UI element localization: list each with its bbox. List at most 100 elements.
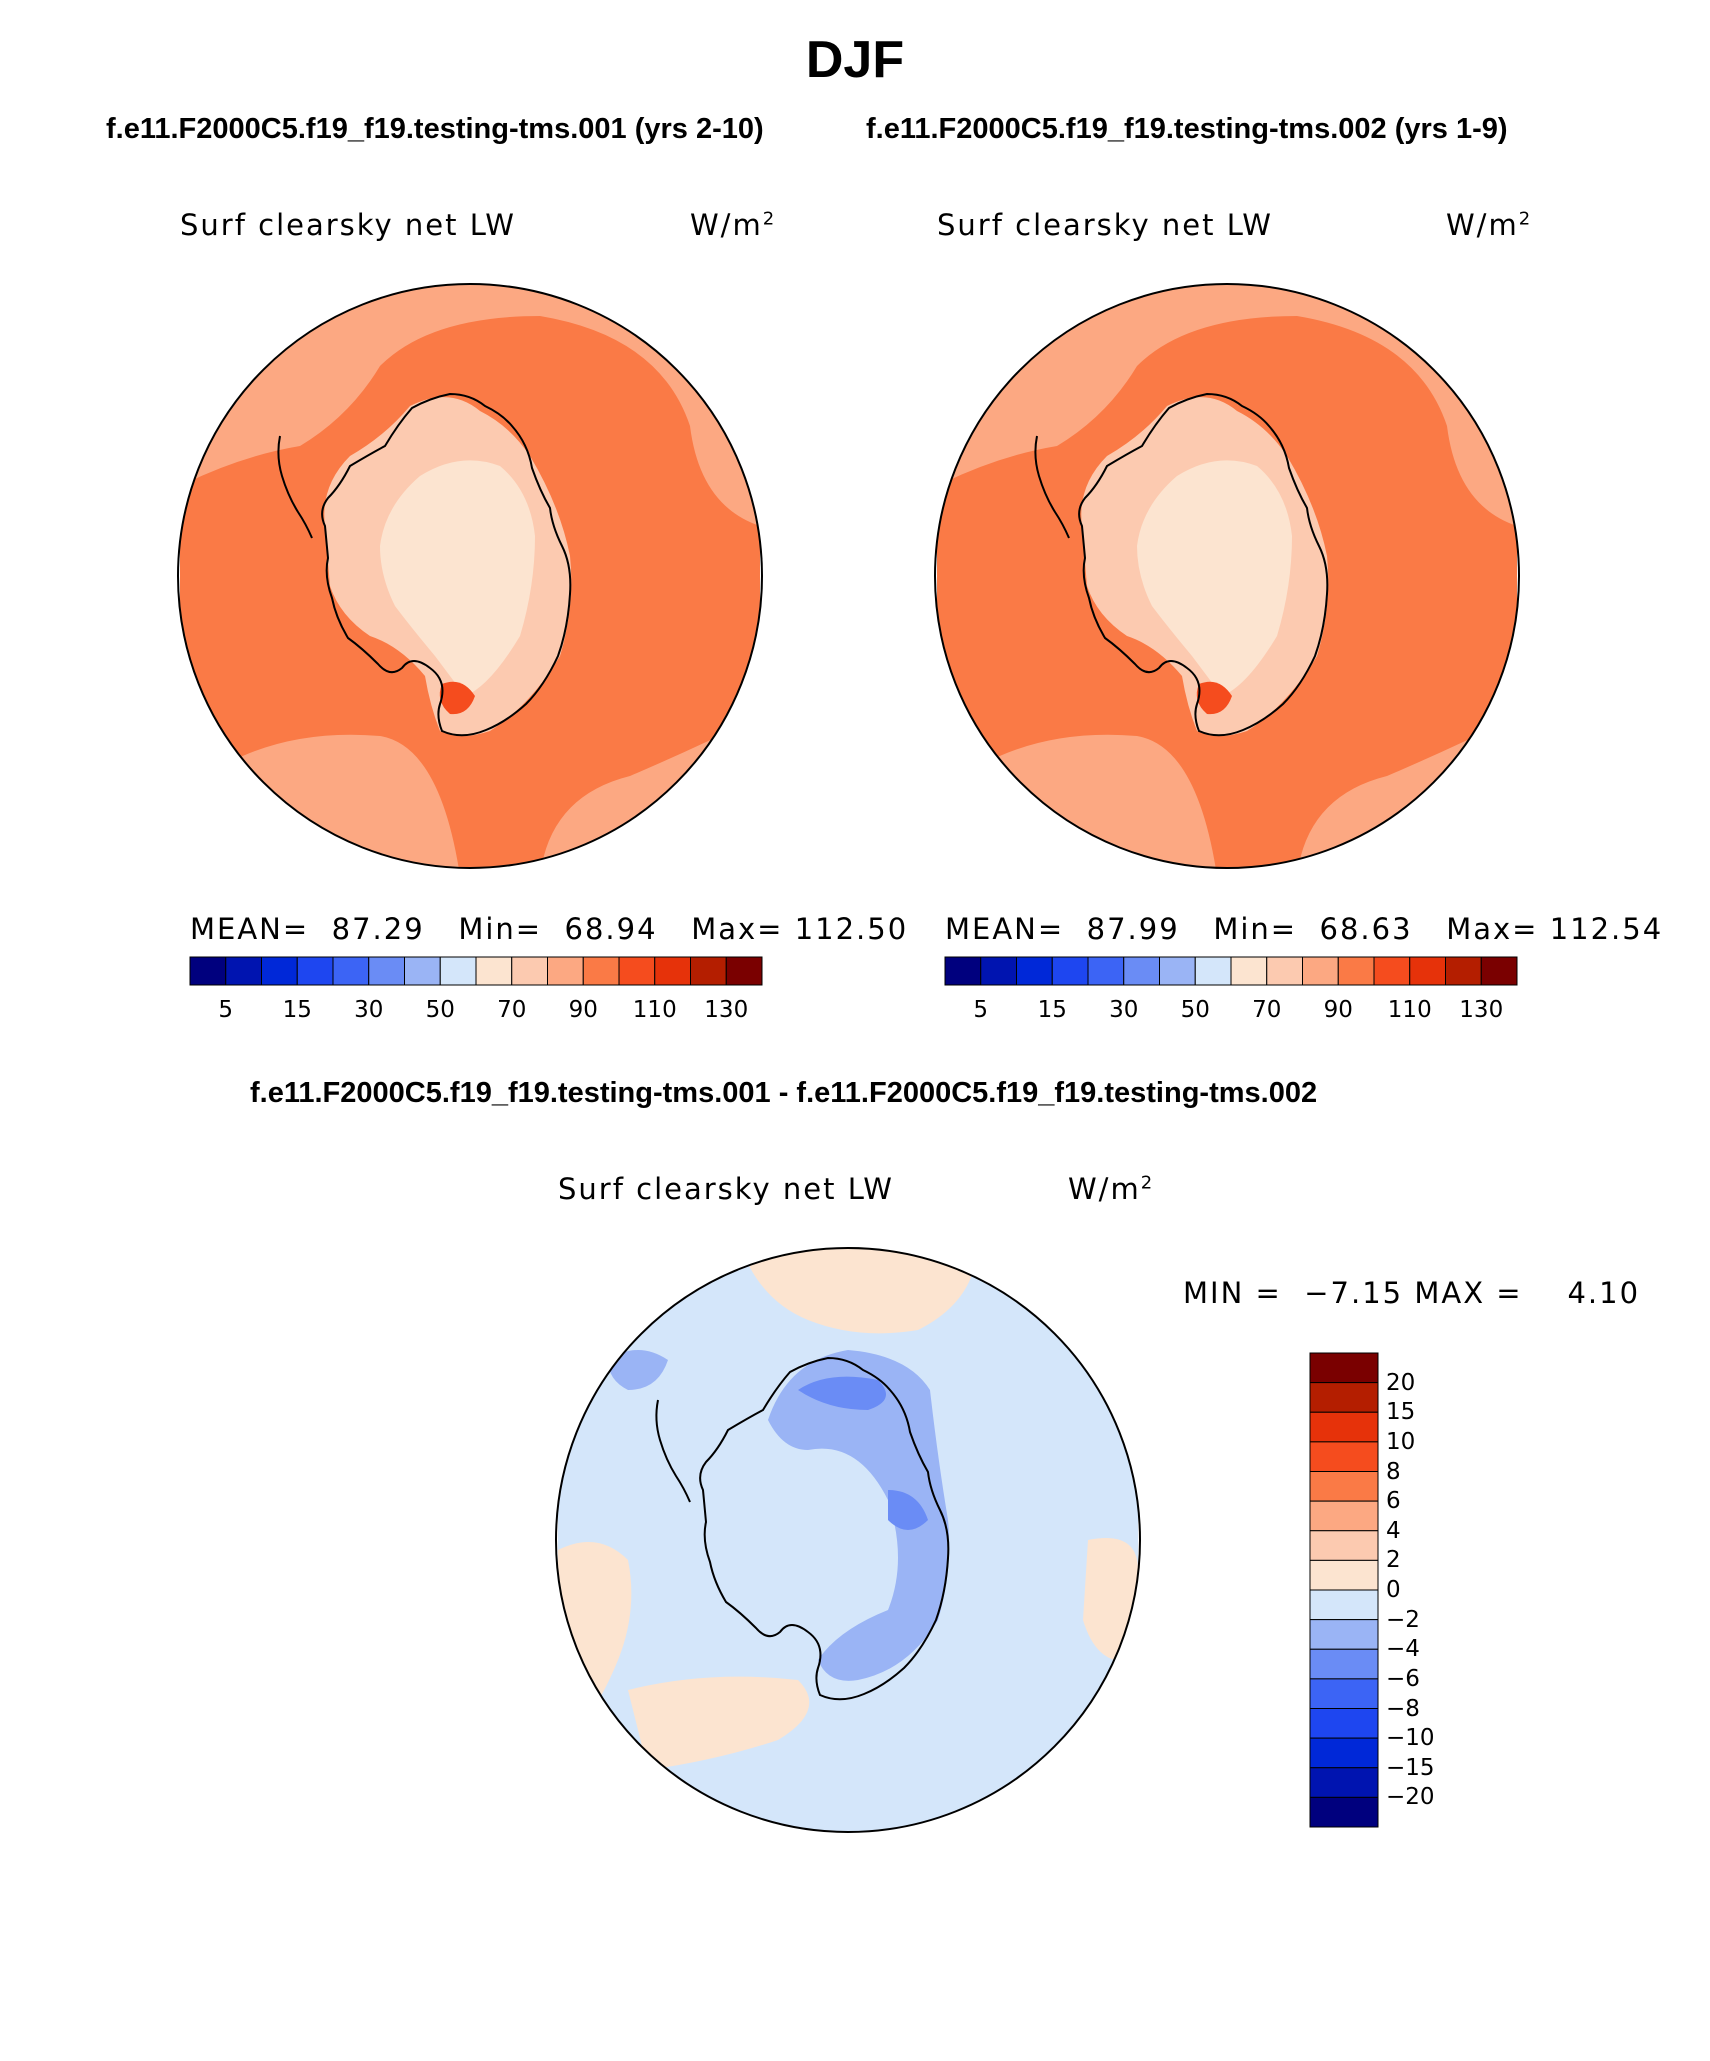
panel1-colorbar-box [582, 956, 620, 986]
panel2-colorbar-tick-label: 50 [1180, 997, 1210, 1023]
panel3-colorbar-ticks: 20 15 10 8 6 4 2 0 −2 −4 −6 −8 −10 −15 −20 [1386, 1353, 1486, 1827]
panel3-stats: MIN = −7.15 MAX = 4.10 [1183, 1276, 1641, 1310]
panel3-colorbar-tick-label: 4 [1386, 1517, 1401, 1544]
panel1-colorbar-box [261, 956, 298, 986]
panel2-colorbar [944, 956, 1518, 986]
panel1-colorbar-box [332, 956, 370, 986]
panel1-colorbar-box [439, 956, 477, 986]
figure-title: DJF [805, 31, 905, 89]
panel2-colorbar-ticks: 5 15 30 50 70 90 110 130 [945, 997, 1517, 1027]
panel3-colorbar-tick-label: −8 [1386, 1695, 1420, 1722]
panel2-colorbar-box [1016, 956, 1053, 986]
panel1-colorbar-tick-label: 110 [632, 997, 677, 1023]
panel3-colorbar-tick-label: 15 [1386, 1399, 1416, 1426]
panel2-colorbar-tick-label: 90 [1323, 997, 1353, 1023]
panel1-unit: W/m2 [690, 208, 777, 242]
panel1-colorbar-box [725, 956, 763, 986]
panel3-colorbar-box [1309, 1530, 1379, 1561]
panel2-colorbar-box [1230, 956, 1268, 986]
panel1-colorbar-tick-label: 30 [354, 997, 384, 1023]
panel1-ocean-region [180, 284, 760, 526]
panel1-coastline [277, 435, 313, 539]
panel2-polar-map [934, 283, 1520, 869]
panel2-stats: MEAN= 87.99 Min= 68.63 Max= 112.54 [945, 912, 1664, 946]
panel3-colorbar-tick-label: −6 [1386, 1665, 1420, 1692]
panel3-map-border [555, 1247, 1141, 1833]
panel3-colorbar-box [1309, 1767, 1379, 1798]
panel3-polar-map [555, 1247, 1141, 1833]
panel3-colorbar-tick-label: −2 [1386, 1606, 1420, 1633]
panel2-coastline [1078, 392, 1329, 737]
panel2-colorbar-box [1302, 956, 1339, 986]
panel2-map-border [934, 283, 1520, 869]
panel3-colorbar-tick-label: −4 [1386, 1636, 1420, 1663]
panel3-colorbar-box [1309, 1737, 1379, 1769]
panel1-colorbar-tick-label: 70 [497, 997, 527, 1023]
panel1-map-border [177, 283, 763, 869]
panel3-positive-region [558, 1542, 632, 1760]
panel2-colorbar-box [1051, 956, 1089, 986]
panel1-colorbar-tick-label: 130 [704, 997, 749, 1023]
panel3-colorbar-box [1309, 1382, 1379, 1413]
panel3-coastline [699, 1356, 950, 1701]
panel1-colorbar-ticks: 5 15 30 50 70 90 110 130 [190, 997, 762, 1027]
panel3-coastline [655, 1399, 691, 1503]
panel1-colorbar-tick-label: 90 [568, 997, 598, 1023]
panel3-negative-region [768, 1350, 950, 1681]
panel1-antarctica-land [380, 460, 535, 696]
panel2-colorbar-box [980, 956, 1017, 986]
panel3-positive-region [628, 1676, 810, 1770]
panel1-colorbar-box [404, 956, 441, 986]
difference-title: f.e11.F2000C5.f19_f19.testing-tms.001 - … [250, 1077, 1318, 1109]
panel2-unit: W/m2 [1446, 208, 1533, 242]
panel2-colorbar-box [1337, 956, 1375, 986]
panel2-variable-title: Surf clearsky net LW [937, 208, 1273, 242]
panel3-unit: W/m2 [1068, 1172, 1155, 1206]
panel3-colorbar-tick-label: 8 [1386, 1458, 1401, 1485]
panel2-colorbar-box [1409, 956, 1446, 986]
panel1-colorbar-box [511, 956, 548, 986]
panel3-colorbar-tick-label: −10 [1386, 1725, 1435, 1752]
panel1-colorbar-box [368, 956, 405, 986]
panel1-colorbar-box [475, 956, 513, 986]
panel3-positive-region [1083, 1538, 1138, 1662]
panel3-colorbar-box [1309, 1559, 1379, 1591]
panel1-colorbar-tick-label: 50 [425, 997, 455, 1023]
panel3-negative-core [798, 1376, 886, 1410]
panel3-colorbar-box [1309, 1796, 1379, 1828]
panel2-colorbar-box [944, 956, 982, 986]
panel1-colorbar-box [296, 956, 334, 986]
panel3-negative-region [608, 1350, 668, 1390]
panel3-colorbar-box [1309, 1648, 1379, 1680]
panel2-colorbar-box [1480, 956, 1518, 986]
panel3-colorbar-tick-label: 20 [1386, 1369, 1416, 1396]
panel3-colorbar-box [1309, 1411, 1379, 1443]
panel3-colorbar-box [1309, 1500, 1379, 1532]
panel2-colorbar-tick-label: 5 [973, 997, 989, 1023]
case-name-left: f.e11.F2000C5.f19_f19.testing-tms.001 (y… [106, 113, 764, 145]
panel3-positive-region [738, 1248, 978, 1334]
panel2-warm-patch [1196, 681, 1232, 715]
panel1-colorbar-tick-label: 5 [218, 997, 234, 1023]
panel3-colorbar-tick-label: −20 [1386, 1784, 1435, 1811]
panel1-colorbar-box [189, 956, 227, 986]
panel1-stats: MEAN= 87.29 Min= 68.94 Max= 112.50 [190, 912, 909, 946]
panel2-colorbar-tick-label: 70 [1252, 997, 1282, 1023]
panel3-colorbar-box [1309, 1589, 1379, 1621]
panel1-colorbar-tick-label: 15 [282, 997, 312, 1023]
panel2-colorbar-tick-label: 130 [1459, 997, 1504, 1023]
panel1-coastline [321, 392, 572, 737]
panel2-colorbar-box [1087, 956, 1125, 986]
panel2-colorbar-tick-label: 110 [1387, 997, 1432, 1023]
panel2-coastline [1034, 435, 1070, 539]
panel3-colorbar-tick-label: 10 [1386, 1428, 1416, 1455]
case-name-right: f.e11.F2000C5.f19_f19.testing-tms.002 (y… [866, 113, 1508, 145]
panel2-colorbar-box [1194, 956, 1232, 986]
panel1-colorbar [189, 956, 763, 986]
panel1-warm-patch [439, 681, 475, 715]
panel3-colorbar-tick-label: 0 [1386, 1577, 1401, 1603]
panel2-colorbar-box [1266, 956, 1303, 986]
panel3-colorbar-box [1309, 1471, 1379, 1502]
panel2-colorbar-tick-label: 15 [1037, 997, 1067, 1023]
panel3-negative-core [888, 1490, 928, 1530]
